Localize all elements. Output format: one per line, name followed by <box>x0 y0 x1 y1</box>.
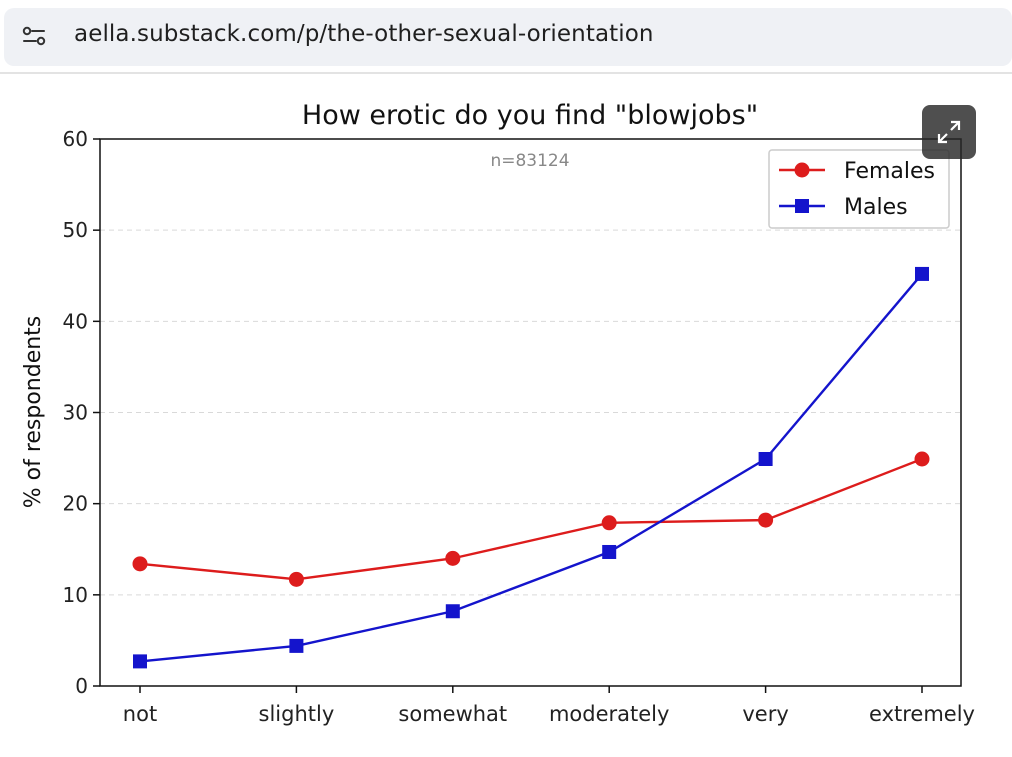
males-data-point <box>602 544 617 559</box>
expand-button[interactable] <box>922 105 976 159</box>
x-tick-label: moderately <box>549 702 669 726</box>
y-axis-label: % of respondents <box>21 316 46 509</box>
x-tick-label: somewhat <box>398 702 507 726</box>
legend-marker-males <box>795 199 809 213</box>
legend: Females Males <box>768 149 950 229</box>
address-bar[interactable] <box>4 8 1012 66</box>
y-tick-label: 50 <box>63 218 88 242</box>
males-data-point <box>133 654 147 669</box>
females-data-point <box>132 556 148 572</box>
females-data-point <box>445 550 461 566</box>
legend-label-females: Females <box>844 159 935 184</box>
axis-layer: 0 10 20 30 40 50 60 not slightly somewhat moderate… <box>63 127 975 726</box>
series-layer <box>132 266 930 669</box>
y-tick-label: 0 <box>75 674 88 698</box>
females-data-point <box>601 515 617 531</box>
females-series-line <box>139 457 923 581</box>
males-data-point <box>445 604 460 619</box>
toolbar-divider <box>0 72 1012 74</box>
x-tick-label: very <box>742 702 788 726</box>
chart-title: How erotic do you find "blowjobs" <box>302 100 758 131</box>
y-tick-label: 20 <box>63 492 88 516</box>
x-tick-label: not <box>123 702 157 726</box>
tune-icon[interactable] <box>22 24 46 48</box>
males-series-line <box>139 273 923 663</box>
y-tick-label: 40 <box>63 309 88 333</box>
females-data-point <box>914 451 930 467</box>
females-data-point <box>288 571 304 587</box>
url-text[interactable]: aella.substack.com/p/the-other-sexual-or… <box>74 21 654 47</box>
y-tick-label: 30 <box>63 401 88 425</box>
males-data-point <box>758 451 773 466</box>
x-tick-label: extremely <box>869 702 975 726</box>
legend-marker-females <box>794 162 810 178</box>
males-data-point <box>289 638 304 653</box>
y-tick-label: 10 <box>63 583 88 607</box>
y-tick-label: 60 <box>63 127 88 151</box>
x-tick-label: slightly <box>259 702 335 726</box>
expand-icon <box>937 120 961 144</box>
females-data-point <box>758 512 774 528</box>
line-chart: 0 10 20 30 40 50 60 not slightly somewhat moderate… <box>21 100 975 726</box>
chart-subtitle: n=83124 <box>490 151 569 171</box>
males-data-point <box>915 266 929 281</box>
legend-label-males: Males <box>844 195 908 220</box>
